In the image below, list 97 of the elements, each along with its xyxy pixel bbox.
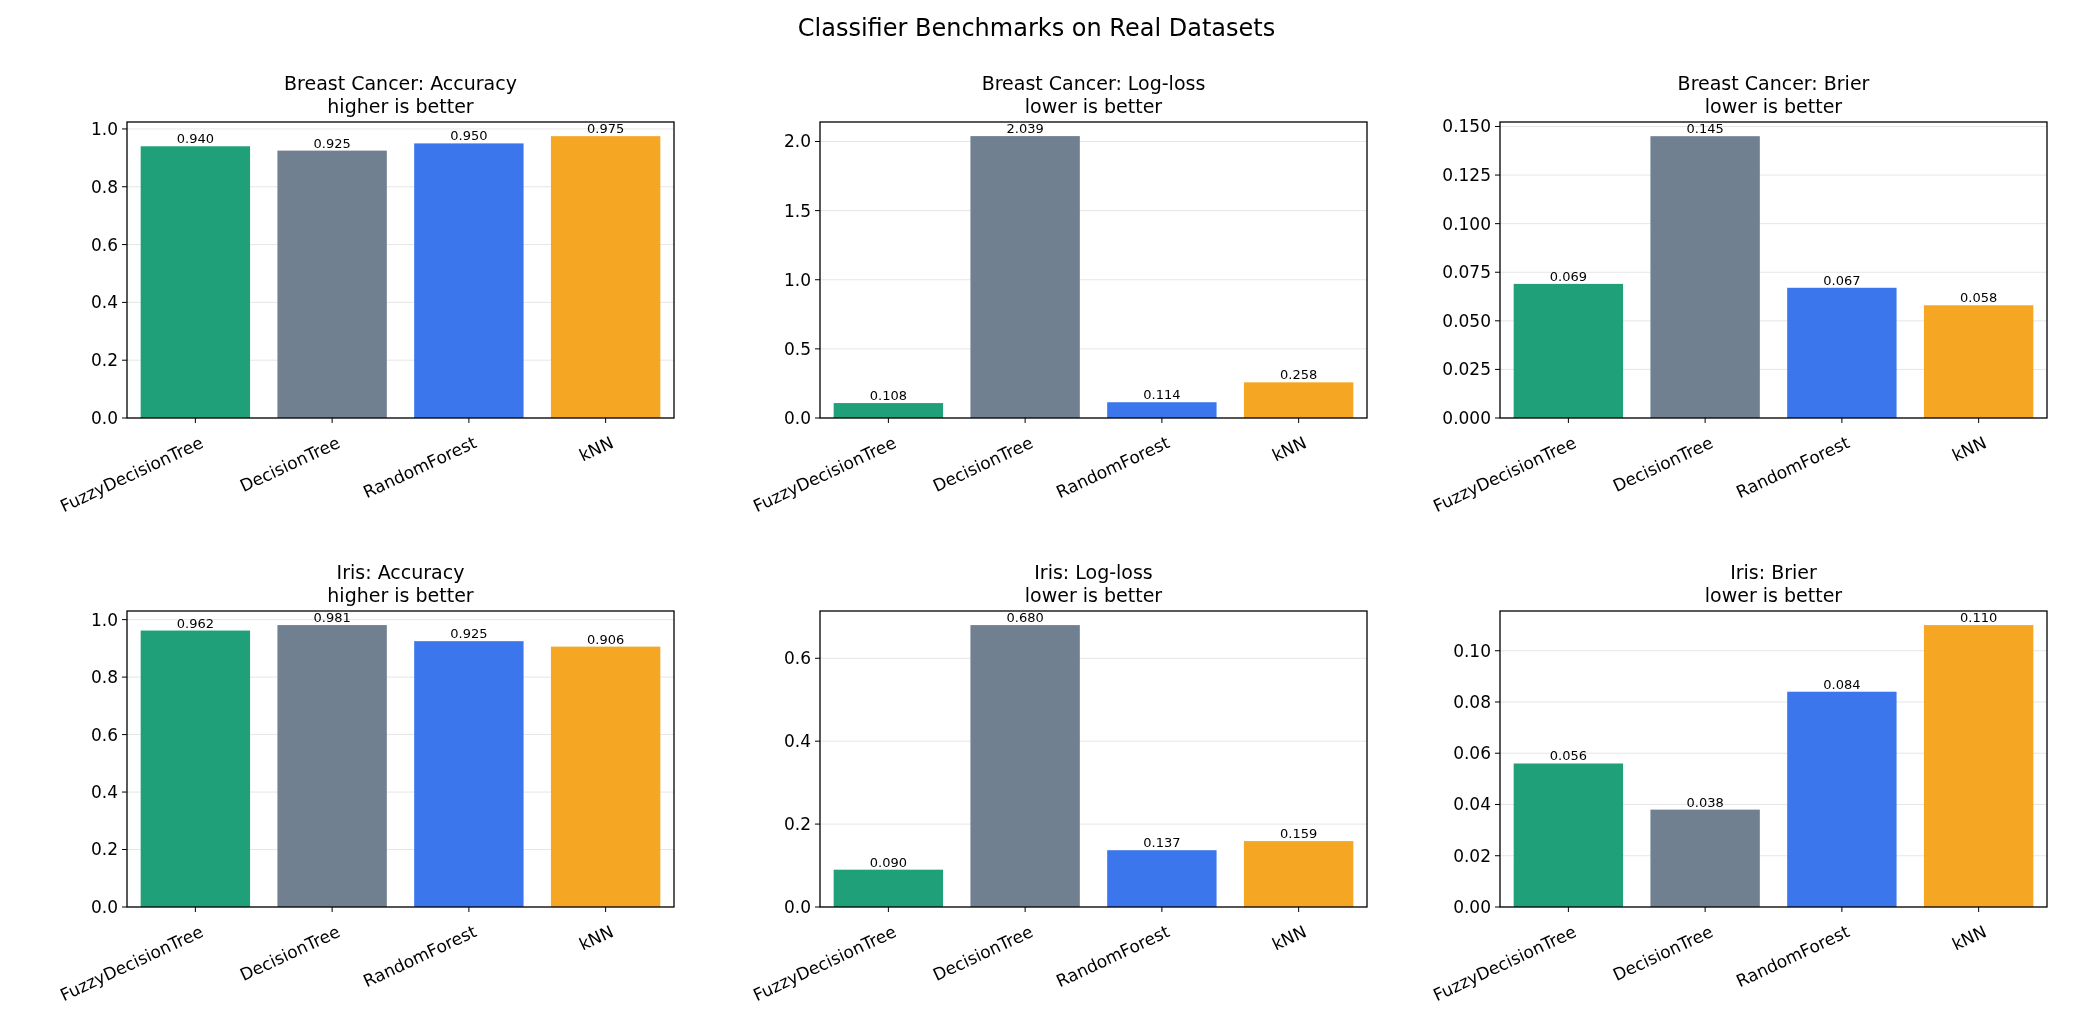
y-tick-label: 0.150 xyxy=(1442,116,1491,137)
data-label: 0.950 xyxy=(450,128,488,144)
bar xyxy=(1107,850,1217,907)
y-tick-label: 0.075 xyxy=(1442,262,1491,283)
y-tick-label: 0.000 xyxy=(1442,407,1491,428)
data-label: 0.159 xyxy=(1280,826,1318,842)
y-tick-label: 0.00 xyxy=(1453,896,1491,917)
y-tick-label: 0.6 xyxy=(783,648,811,669)
data-label: 0.975 xyxy=(587,121,625,137)
bar xyxy=(1243,382,1354,418)
y-tick-label: 0.025 xyxy=(1442,359,1491,380)
y-tick-label: 0.2 xyxy=(90,839,118,860)
bar xyxy=(1107,402,1217,418)
y-tick-label: 0.8 xyxy=(90,667,118,688)
y-tick-label: 0.125 xyxy=(1442,165,1491,186)
y-tick-label: 0.4 xyxy=(90,292,118,313)
y-tick-label: 0.0 xyxy=(783,896,811,917)
y-tick-label: 0.0 xyxy=(783,407,811,428)
bar xyxy=(1650,136,1760,418)
y-tick-label: 0.0 xyxy=(90,407,118,428)
data-label: 0.038 xyxy=(1686,794,1724,810)
chart-title: Breast Cancer: Brier xyxy=(1677,72,1870,94)
data-label: 0.108 xyxy=(869,388,907,404)
bar xyxy=(140,630,251,907)
bar xyxy=(1923,625,2034,907)
chart-subtitle: lower is better xyxy=(1704,95,1843,117)
bar xyxy=(414,641,524,907)
text: Classifier Benchmarks on Real Datasets xyxy=(797,14,1276,42)
chart-title: Iris: Brier xyxy=(1730,561,1818,583)
x-tick-label: kNN xyxy=(575,921,617,955)
data-label: 2.039 xyxy=(1006,121,1044,137)
data-label: 0.058 xyxy=(1960,290,1998,306)
y-tick-label: 0.050 xyxy=(1442,310,1491,331)
x-tick-label: kNN xyxy=(575,432,617,466)
bar xyxy=(970,136,1080,418)
bar xyxy=(1787,287,1897,418)
x-tick-label: kNN xyxy=(1268,921,1310,955)
data-label: 0.981 xyxy=(313,610,351,626)
bar xyxy=(1650,809,1760,907)
chart-title: Breast Cancer: Log-loss xyxy=(981,72,1206,94)
y-tick-label: 2.0 xyxy=(783,131,811,152)
data-label: 0.110 xyxy=(1960,610,1998,626)
y-tick-label: 0.4 xyxy=(783,731,811,752)
y-tick-label: 1.0 xyxy=(90,609,118,630)
data-label: 0.680 xyxy=(1006,610,1044,626)
y-tick-label: 0.2 xyxy=(90,350,118,371)
data-label: 0.145 xyxy=(1686,121,1724,137)
data-label: 0.090 xyxy=(869,854,907,870)
y-tick-label: 0.8 xyxy=(90,176,118,197)
data-label: 0.069 xyxy=(1549,268,1587,284)
y-tick-label: 0.6 xyxy=(90,724,118,745)
chart-title: Breast Cancer: Accuracy xyxy=(284,72,517,94)
y-tick-label: 0.02 xyxy=(1453,845,1491,866)
chart-subtitle: higher is better xyxy=(327,95,474,117)
bar xyxy=(1787,691,1897,907)
bar xyxy=(1513,283,1624,418)
x-tick-label: kNN xyxy=(1268,432,1310,466)
bar xyxy=(1243,841,1354,907)
chart-subtitle: lower is better xyxy=(1704,584,1843,606)
x-tick-label: kNN xyxy=(1948,921,1990,955)
y-tick-label: 0.10 xyxy=(1453,640,1491,661)
bar xyxy=(833,403,944,418)
y-tick-label: 0.6 xyxy=(90,234,118,255)
data-label: 0.258 xyxy=(1280,367,1318,383)
y-tick-label: 0.5 xyxy=(783,338,811,359)
data-label: 0.906 xyxy=(587,631,625,647)
y-tick-label: 0.100 xyxy=(1442,213,1491,234)
y-tick-label: 0.06 xyxy=(1453,743,1491,764)
chart-subtitle: lower is better xyxy=(1024,584,1163,606)
y-tick-label: 0.0 xyxy=(90,896,118,917)
chart-title: Iris: Accuracy xyxy=(336,561,465,583)
data-label: 0.962 xyxy=(176,615,214,631)
y-tick-label: 0.08 xyxy=(1453,691,1491,712)
bar xyxy=(1923,305,2034,418)
bar xyxy=(1513,763,1624,907)
x-tick-label: kNN xyxy=(1948,432,1990,466)
chart-title: Iris: Log-loss xyxy=(1034,561,1153,583)
data-label: 0.940 xyxy=(176,131,214,147)
y-tick-label: 1.0 xyxy=(90,118,118,139)
data-label: 0.114 xyxy=(1143,387,1181,403)
data-label: 0.056 xyxy=(1549,748,1587,764)
bar xyxy=(970,625,1080,907)
data-label: 0.067 xyxy=(1823,272,1861,288)
y-tick-label: 1.0 xyxy=(783,269,811,290)
chart-subtitle: lower is better xyxy=(1024,95,1163,117)
bar xyxy=(550,646,661,907)
data-label: 0.925 xyxy=(450,626,488,642)
y-tick-label: 0.4 xyxy=(90,782,118,802)
y-tick-label: 0.2 xyxy=(783,814,811,835)
chart-subtitle: higher is better xyxy=(327,584,474,606)
bar xyxy=(277,625,387,907)
bar xyxy=(833,869,944,907)
data-label: 0.925 xyxy=(313,135,351,151)
y-tick-label: 1.5 xyxy=(783,200,811,221)
y-tick-label: 0.04 xyxy=(1453,794,1491,815)
data-label: 0.084 xyxy=(1823,676,1861,692)
data-label: 0.137 xyxy=(1143,835,1181,851)
